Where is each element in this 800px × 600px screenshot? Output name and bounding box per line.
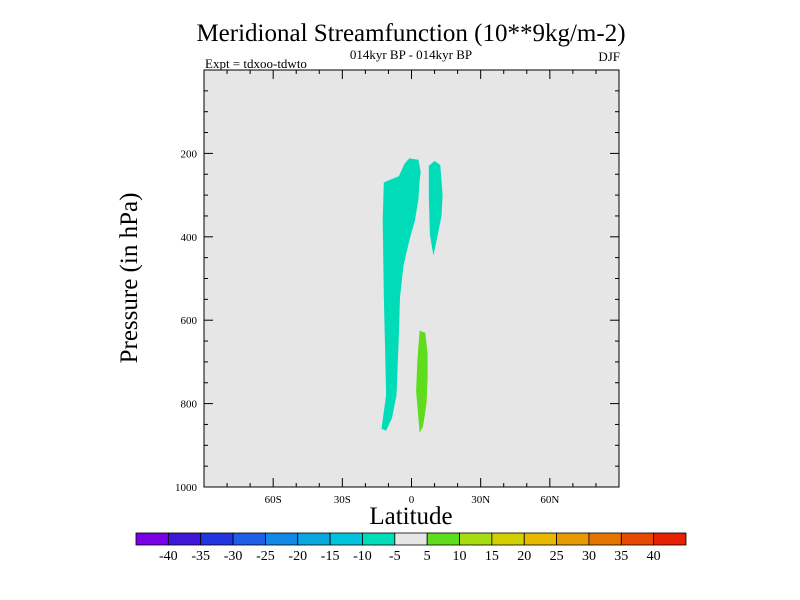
colorbar-box	[167, 532, 202, 546]
y-tick-label: 400	[181, 232, 198, 244]
contour-regions	[381, 158, 443, 433]
region-positive-cell-lower	[416, 330, 428, 433]
colorbar-label: -25	[256, 549, 275, 564]
season-label: DJF	[598, 49, 620, 64]
y-tick-label: 800	[181, 399, 198, 411]
chart-title: Meridional Streamfunction (10**9kg/m-2)	[196, 20, 625, 47]
colorbar-label: -15	[321, 549, 340, 564]
colorbar-box	[200, 532, 234, 546]
colorbar-box	[265, 532, 299, 546]
chart-subtitle: 014kyr BP - 014kyr BP	[350, 47, 472, 62]
colorbar-box	[620, 532, 655, 546]
x-tick-label: 60N	[540, 494, 559, 506]
colorbar: -40 -35 -30 -25 -20 -15 -10 -5 5 10 15 20 25 30 35 40	[135, 532, 687, 564]
x-tick-label: 0	[409, 494, 415, 506]
colorbar-label: 10	[453, 549, 467, 564]
x-tick-label: 30N	[471, 494, 490, 506]
colorbar-box	[394, 532, 428, 546]
x-tick-label: 30S	[334, 494, 351, 506]
colorbar-box	[297, 532, 331, 546]
colorbar-box	[329, 532, 363, 546]
colorbar-box	[232, 532, 266, 546]
colorbar-box	[426, 532, 460, 546]
colorbar-label: 30	[582, 549, 596, 564]
colorbar-label: -40	[159, 549, 178, 564]
y-tick-label: 200	[181, 148, 198, 160]
colorbar-label: -20	[288, 549, 307, 564]
colorbar-box	[491, 532, 525, 546]
colorbar-label: 20	[517, 549, 531, 564]
colorbar-label: 15	[485, 549, 499, 564]
colorbar-label: -10	[353, 549, 372, 564]
colorbar-box	[588, 532, 622, 546]
colorbar-box	[556, 532, 590, 546]
colorbar-label: -5	[389, 549, 401, 564]
experiment-label: Expt = tdxoo-tdwto	[205, 56, 307, 71]
x-tick-label: 60S	[265, 494, 282, 506]
axis-ticks: 60S 30S 0 30N 60N 200 400 600 800 1000	[175, 70, 619, 506]
colorbar-box	[459, 532, 493, 546]
colorbar-label: 5	[424, 549, 431, 564]
colorbar-box	[135, 532, 169, 546]
colorbar-label: -35	[191, 549, 210, 564]
y-tick-label: 600	[181, 315, 198, 327]
colorbar-label: -30	[224, 549, 243, 564]
plot-area	[204, 70, 619, 487]
y-tick-label: 1000	[175, 482, 198, 494]
colorbar-label: 35	[614, 549, 628, 564]
x-axis-title: Latitude	[369, 503, 452, 530]
colorbar-box	[523, 532, 557, 546]
colorbar-box	[362, 532, 396, 546]
colorbar-label: 25	[550, 549, 564, 564]
region-negative-cell-main	[381, 158, 421, 431]
colorbar-label: 40	[647, 549, 661, 564]
colorbar-box	[653, 532, 687, 546]
region-negative-cell-upper-right	[428, 160, 443, 256]
y-axis-title: Pressure (in hPa)	[116, 193, 143, 364]
